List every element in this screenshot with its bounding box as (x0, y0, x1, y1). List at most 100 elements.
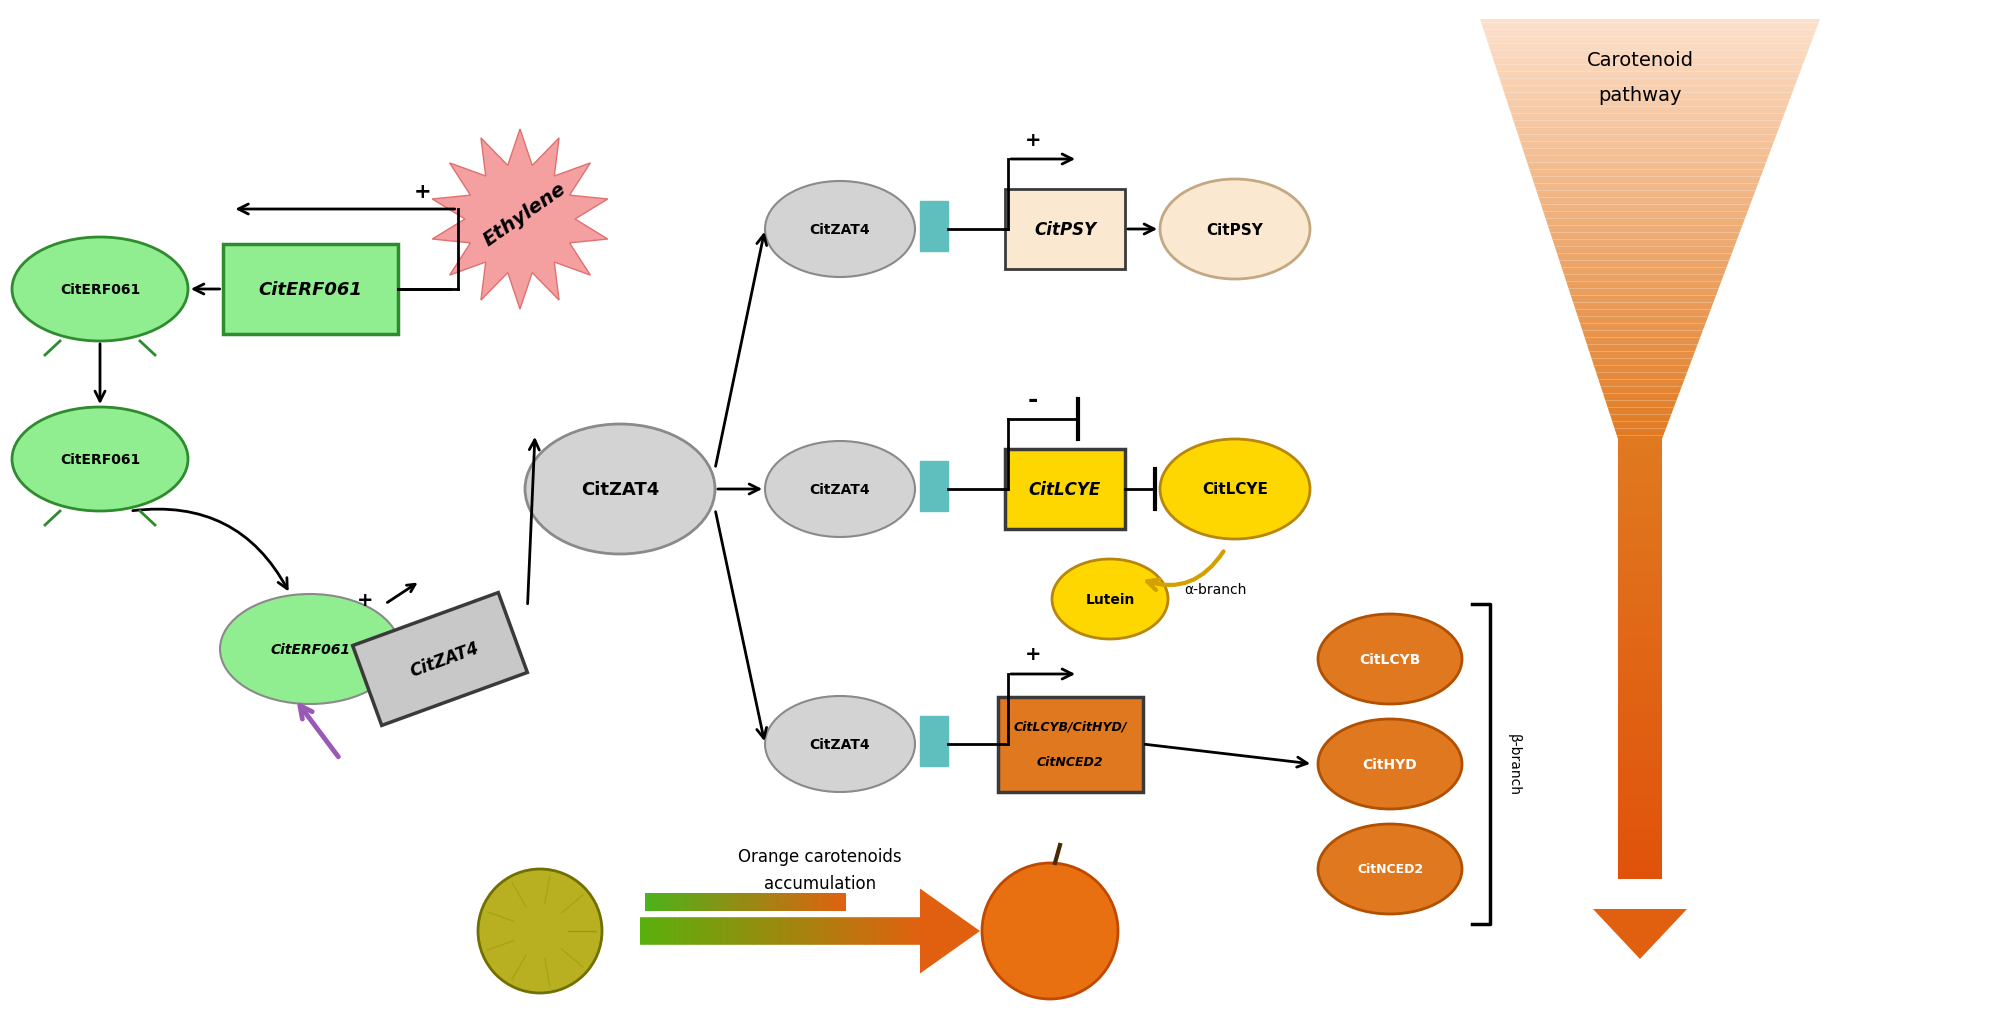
FancyArrow shape (892, 917, 896, 945)
FancyArrow shape (716, 917, 720, 945)
FancyBboxPatch shape (646, 893, 650, 911)
Polygon shape (1618, 769, 1662, 772)
FancyArrow shape (642, 917, 648, 945)
FancyArrow shape (690, 917, 696, 945)
Polygon shape (1604, 397, 1678, 401)
Polygon shape (1618, 861, 1662, 864)
FancyArrow shape (824, 917, 830, 945)
Polygon shape (1582, 328, 1704, 331)
Polygon shape (1618, 839, 1662, 843)
Polygon shape (1618, 535, 1662, 538)
FancyBboxPatch shape (648, 893, 652, 911)
Polygon shape (1598, 377, 1686, 380)
Polygon shape (1618, 703, 1662, 707)
Text: CitHYD: CitHYD (1362, 757, 1418, 771)
Polygon shape (1528, 163, 1766, 167)
FancyBboxPatch shape (718, 893, 722, 911)
FancyBboxPatch shape (772, 893, 776, 911)
Polygon shape (1618, 590, 1662, 593)
Polygon shape (1574, 307, 1712, 310)
Polygon shape (1572, 300, 1714, 304)
FancyArrow shape (652, 917, 656, 945)
FancyBboxPatch shape (796, 893, 800, 911)
FancyBboxPatch shape (808, 893, 812, 911)
FancyArrow shape (816, 917, 822, 945)
Text: Carotenoid: Carotenoid (1586, 51, 1694, 69)
Polygon shape (1618, 776, 1662, 781)
FancyArrow shape (750, 917, 754, 945)
FancyArrow shape (918, 917, 922, 945)
Polygon shape (1498, 76, 1798, 79)
Polygon shape (1618, 469, 1662, 473)
FancyArrow shape (646, 917, 650, 945)
FancyArrow shape (858, 917, 864, 945)
FancyArrow shape (718, 917, 724, 945)
FancyArrow shape (698, 917, 704, 945)
FancyArrow shape (914, 917, 920, 945)
Polygon shape (1618, 520, 1662, 524)
FancyBboxPatch shape (676, 893, 680, 911)
Polygon shape (1618, 685, 1662, 689)
Polygon shape (1484, 31, 1816, 34)
Polygon shape (1618, 549, 1662, 553)
FancyBboxPatch shape (736, 893, 740, 911)
FancyBboxPatch shape (828, 893, 832, 911)
FancyArrow shape (696, 917, 700, 945)
FancyArrow shape (906, 917, 910, 945)
FancyBboxPatch shape (778, 893, 782, 911)
Polygon shape (1618, 524, 1662, 528)
Polygon shape (1542, 209, 1748, 212)
Polygon shape (1618, 623, 1662, 627)
FancyBboxPatch shape (832, 893, 836, 911)
FancyArrow shape (904, 917, 908, 945)
Text: CitZAT4: CitZAT4 (810, 483, 870, 496)
FancyBboxPatch shape (782, 893, 786, 911)
Polygon shape (1544, 212, 1748, 216)
Polygon shape (1586, 341, 1698, 345)
Polygon shape (1618, 751, 1662, 755)
FancyArrow shape (872, 917, 878, 945)
Polygon shape (1556, 251, 1734, 255)
Polygon shape (1560, 261, 1730, 265)
FancyArrow shape (764, 917, 768, 945)
FancyArrow shape (746, 917, 752, 945)
Polygon shape (1618, 813, 1662, 817)
Polygon shape (1528, 167, 1764, 170)
Polygon shape (1482, 23, 1818, 26)
FancyArrow shape (864, 917, 868, 945)
Polygon shape (1616, 433, 1664, 436)
FancyArrow shape (778, 917, 782, 945)
FancyBboxPatch shape (722, 893, 726, 911)
Polygon shape (1582, 331, 1702, 334)
Polygon shape (1618, 556, 1662, 560)
Polygon shape (1618, 846, 1662, 850)
FancyArrow shape (736, 917, 740, 945)
Text: +: + (1024, 130, 1042, 150)
Polygon shape (1618, 583, 1662, 586)
Polygon shape (1618, 572, 1662, 575)
Polygon shape (1608, 408, 1674, 412)
Polygon shape (1608, 412, 1672, 415)
FancyArrow shape (866, 917, 872, 945)
Polygon shape (1618, 671, 1662, 674)
FancyBboxPatch shape (758, 893, 762, 911)
FancyArrow shape (684, 917, 690, 945)
FancyBboxPatch shape (768, 893, 772, 911)
FancyBboxPatch shape (752, 893, 756, 911)
Circle shape (982, 863, 1118, 999)
FancyArrow shape (754, 917, 760, 945)
FancyArrow shape (768, 917, 774, 945)
Ellipse shape (764, 441, 916, 537)
FancyArrow shape (666, 917, 670, 945)
Text: CitPSY: CitPSY (1034, 221, 1096, 238)
Polygon shape (1618, 678, 1662, 682)
Polygon shape (1618, 721, 1662, 726)
FancyBboxPatch shape (746, 893, 750, 911)
Polygon shape (352, 593, 528, 726)
Polygon shape (1618, 868, 1662, 872)
Polygon shape (1600, 383, 1684, 387)
Polygon shape (1592, 363, 1690, 366)
Polygon shape (1618, 781, 1662, 784)
Polygon shape (1618, 611, 1662, 615)
Polygon shape (1618, 795, 1662, 799)
